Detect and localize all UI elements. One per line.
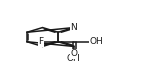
- Text: N: N: [70, 23, 77, 32]
- Text: O: O: [71, 49, 78, 58]
- Text: OH: OH: [89, 37, 103, 46]
- Text: OH: OH: [67, 54, 81, 63]
- Text: F: F: [38, 37, 43, 46]
